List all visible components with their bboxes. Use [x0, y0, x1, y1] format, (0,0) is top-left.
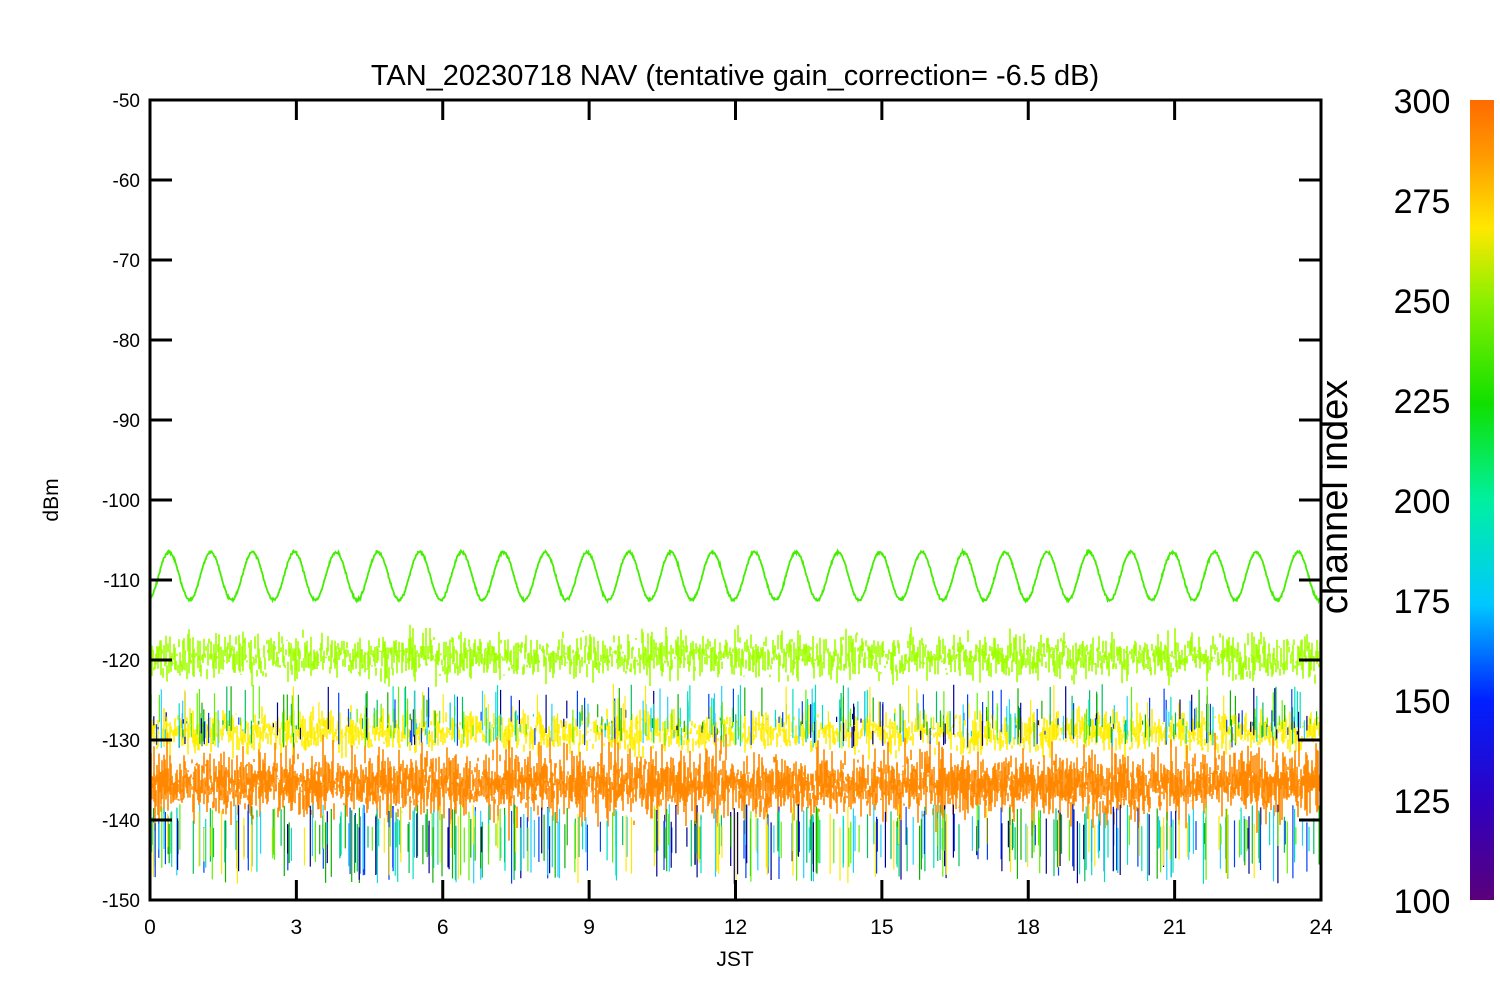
y-tick-label: -70 — [113, 251, 140, 272]
y-tick-label: -80 — [113, 331, 140, 352]
series-ch245 — [150, 547, 1321, 605]
y-tick-label: -110 — [103, 571, 140, 592]
colorbar — [1470, 100, 1494, 900]
colorbar-tick-label: 275 — [1394, 183, 1451, 221]
plot-data-area — [150, 547, 1321, 884]
series-spikes — [153, 684, 1308, 884]
x-tick-label: 3 — [291, 916, 303, 939]
y-tick-label: -50 — [113, 91, 140, 112]
x-tick-label: 21 — [1163, 916, 1186, 939]
colorbar-label: channel index — [1314, 380, 1356, 615]
x-tick-label: 0 — [144, 916, 156, 939]
y-tick-label: -60 — [113, 171, 140, 192]
chart-title: TAN_20230718 NAV (tentative gain_correct… — [371, 60, 1099, 92]
y-axis-label: dBm — [40, 478, 63, 521]
colorbar-tick-label: 175 — [1394, 583, 1451, 621]
y-tick-label: -100 — [102, 491, 140, 512]
colorbar-ticks: 300 275 250 225 200 175 150 125 100 — [1394, 83, 1451, 921]
y-tick-label: -120 — [102, 651, 140, 672]
series-ch260 — [150, 624, 1321, 687]
series-spikes — [153, 686, 1320, 883]
x-tick-label: 12 — [724, 916, 747, 939]
colorbar-tick-label: 100 — [1394, 883, 1451, 921]
series-core — [150, 755, 1321, 814]
x-axis: 0 3 6 9 12 15 18 21 24 — [144, 100, 1333, 939]
y-tick-label: -150 — [102, 891, 140, 912]
y-tick-label: -140 — [102, 811, 140, 832]
x-tick-label: 18 — [1017, 916, 1040, 939]
colorbar-tick-label: 150 — [1394, 683, 1451, 721]
x-tick-label: 6 — [437, 916, 449, 939]
y-tick-label: -130 — [102, 731, 140, 752]
x-tick-label: 9 — [583, 916, 595, 939]
y-tick-label: -90 — [113, 411, 140, 432]
colorbar-tick-label: 125 — [1394, 783, 1451, 821]
colorbar-tick-label: 225 — [1394, 383, 1451, 421]
x-tick-label: 24 — [1309, 916, 1333, 939]
colorbar-tick-label: 250 — [1394, 283, 1451, 321]
colorbar-tick-label: 300 — [1394, 83, 1451, 121]
colorbar-tick-label: 200 — [1394, 483, 1451, 521]
y-axis: -50 -60 -70 -80 -90 -100 -110 -120 -130 -140 -150 — [102, 91, 1321, 912]
series-spikes — [150, 684, 1311, 882]
x-axis-label: JST — [716, 948, 754, 971]
x-tick-label: 15 — [870, 916, 893, 939]
